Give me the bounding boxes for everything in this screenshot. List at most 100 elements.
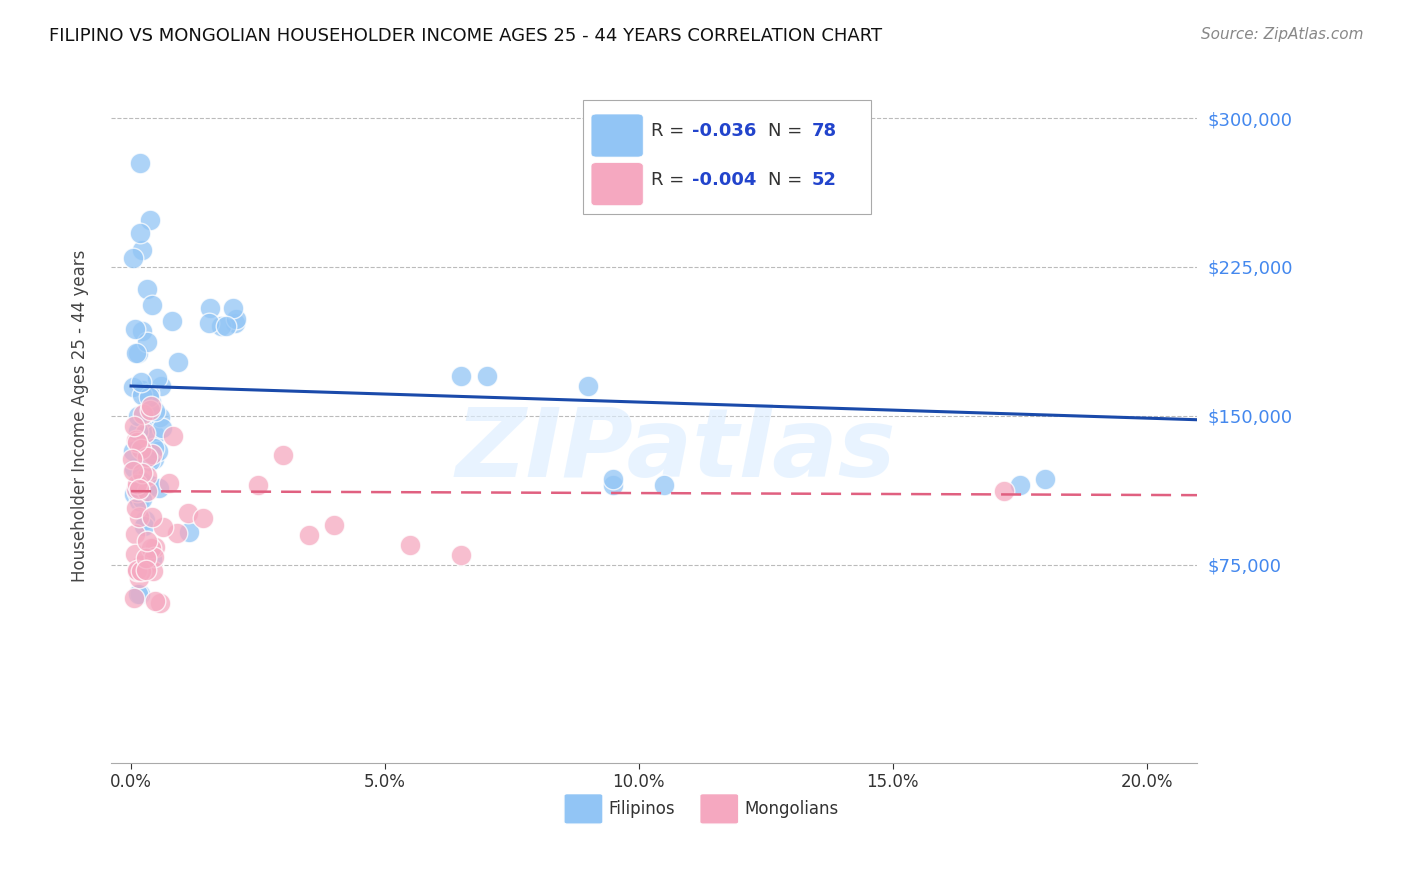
Point: [1008, 478, 1031, 492]
Point: [124, 547, 146, 561]
Text: N =: N =: [768, 170, 808, 188]
Point: [139, 395, 162, 409]
Point: [215, 319, 238, 334]
Point: [122, 380, 145, 394]
Point: [132, 408, 155, 422]
Point: [127, 587, 149, 601]
Point: [148, 410, 170, 425]
Point: [131, 384, 153, 399]
Point: [131, 324, 153, 338]
Point: [134, 426, 156, 441]
Point: [124, 501, 146, 516]
Point: [135, 335, 157, 350]
Point: [139, 450, 162, 465]
Y-axis label: Householder Income Ages 25 - 44 years: Householder Income Ages 25 - 44 years: [72, 250, 89, 582]
Point: [142, 564, 165, 578]
Point: [149, 596, 172, 610]
Text: 52: 52: [811, 170, 837, 188]
Point: [127, 485, 149, 500]
Point: [122, 487, 145, 501]
Point: [224, 316, 246, 330]
Point: [139, 399, 162, 413]
Point: [298, 528, 321, 542]
Point: [128, 226, 150, 240]
Text: ZIPatlas: ZIPatlas: [456, 404, 896, 497]
Point: [143, 427, 166, 442]
Point: [273, 449, 295, 463]
Point: [135, 558, 157, 572]
Point: [122, 465, 145, 479]
Point: [139, 212, 162, 227]
Point: [122, 251, 145, 265]
Point: [131, 564, 153, 578]
FancyBboxPatch shape: [591, 162, 643, 206]
Point: [1033, 472, 1056, 486]
FancyBboxPatch shape: [583, 100, 872, 214]
Text: 78: 78: [811, 122, 837, 140]
Point: [198, 301, 221, 316]
Point: [475, 369, 498, 384]
Point: [148, 443, 170, 458]
Point: [129, 155, 152, 169]
Point: [131, 383, 153, 397]
Point: [129, 474, 152, 488]
Point: [167, 355, 190, 369]
Point: [134, 519, 156, 533]
Point: [399, 538, 422, 552]
FancyBboxPatch shape: [700, 794, 738, 824]
Point: [191, 510, 214, 524]
Point: [127, 564, 149, 578]
Point: [142, 452, 165, 467]
Text: -0.036: -0.036: [692, 122, 756, 140]
FancyBboxPatch shape: [564, 794, 603, 824]
Point: [142, 442, 165, 456]
Point: [124, 526, 146, 541]
Point: [129, 375, 152, 389]
Point: [121, 451, 143, 466]
Point: [143, 594, 166, 608]
Point: [136, 390, 159, 404]
Point: [128, 571, 150, 585]
Point: [143, 403, 166, 417]
Point: [141, 509, 163, 524]
Point: [128, 510, 150, 524]
Point: [125, 433, 148, 447]
Point: [127, 346, 149, 360]
Point: [162, 314, 184, 328]
Point: [131, 466, 153, 480]
Point: [602, 472, 624, 486]
Point: [127, 424, 149, 438]
Text: -0.004: -0.004: [692, 170, 756, 188]
Point: [127, 563, 149, 577]
Point: [127, 435, 149, 450]
Point: [127, 409, 149, 424]
Point: [128, 483, 150, 497]
Point: [136, 533, 159, 548]
Point: [142, 550, 165, 565]
Point: [134, 513, 156, 527]
Point: [150, 421, 173, 435]
Point: [127, 477, 149, 491]
Point: [124, 322, 146, 336]
Text: FILIPINO VS MONGOLIAN HOUSEHOLDER INCOME AGES 25 - 44 YEARS CORRELATION CHART: FILIPINO VS MONGOLIAN HOUSEHOLDER INCOME…: [49, 27, 883, 45]
Point: [198, 316, 221, 330]
Point: [159, 475, 181, 490]
Point: [128, 493, 150, 508]
Point: [124, 482, 146, 496]
Text: Mongolians: Mongolians: [744, 800, 838, 818]
Text: Source: ZipAtlas.com: Source: ZipAtlas.com: [1201, 27, 1364, 42]
Point: [222, 301, 245, 315]
Point: [122, 443, 145, 458]
Point: [131, 244, 153, 258]
Point: [122, 460, 145, 475]
Point: [139, 454, 162, 468]
Point: [139, 403, 162, 417]
Point: [652, 478, 675, 492]
Point: [993, 484, 1015, 499]
Point: [148, 481, 170, 495]
Text: Filipinos: Filipinos: [609, 800, 675, 818]
Point: [177, 506, 200, 520]
Text: R =: R =: [651, 122, 690, 140]
Point: [129, 442, 152, 456]
Point: [135, 282, 157, 296]
